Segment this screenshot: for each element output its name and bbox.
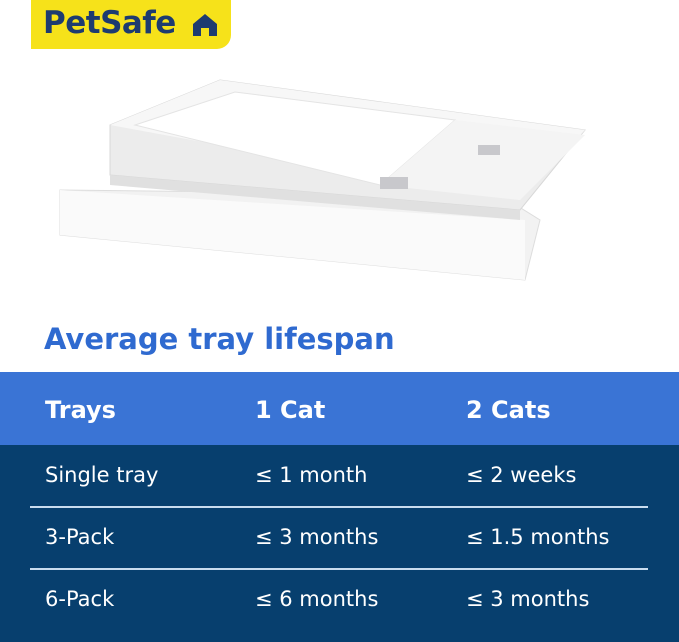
logo-text: PetSafe	[43, 5, 176, 41]
petsafe-logo: PetSafe	[31, 0, 231, 49]
table-cell: 3-Pack	[45, 525, 115, 549]
table-body: Single tray ≤ 1 month ≤ 2 weeks 3-Pack ≤…	[0, 445, 679, 642]
row-divider	[30, 568, 648, 570]
header-trays: Trays	[45, 396, 116, 424]
house-icon	[193, 14, 217, 36]
row-divider	[30, 506, 648, 508]
section-heading: Average tray lifespan	[44, 322, 395, 356]
table-cell: ≤ 3 months	[255, 525, 379, 549]
table-cell: Single tray	[45, 463, 159, 487]
table-cell: ≤ 3 months	[466, 587, 590, 611]
header-1-cat: 1 Cat	[255, 396, 326, 424]
table-cell: ≤ 1 month	[255, 463, 368, 487]
litter-tray-image	[59, 79, 586, 281]
header-2-cats: 2 Cats	[466, 396, 551, 424]
table-cell: ≤ 1.5 months	[466, 525, 610, 549]
table-header: Trays 1 Cat 2 Cats	[0, 372, 679, 445]
table-cell: ≤ 6 months	[255, 587, 379, 611]
table-cell: 6-Pack	[45, 587, 115, 611]
table-cell: ≤ 2 weeks	[466, 463, 577, 487]
